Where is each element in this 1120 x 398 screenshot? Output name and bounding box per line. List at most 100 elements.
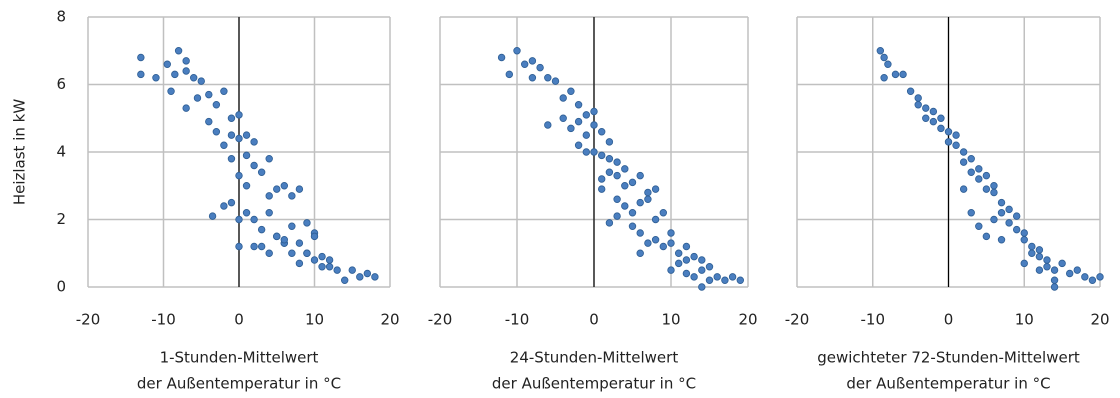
point	[303, 249, 311, 257]
point	[982, 171, 991, 180]
point	[1065, 269, 1074, 278]
point	[698, 283, 706, 291]
x-tick-label: 10	[661, 311, 680, 329]
x-tick-label: -20	[428, 311, 453, 329]
point	[990, 188, 998, 197]
point	[690, 252, 698, 261]
point	[318, 263, 326, 271]
point	[929, 107, 938, 116]
y-tick-label: 8	[56, 8, 66, 26]
point	[1081, 273, 1089, 281]
panel: 0 2 4 6 8 -20 -10 0 10 20 1-Stunden-Mittelwert der …	[11, 8, 400, 393]
point	[636, 249, 644, 257]
point	[497, 53, 506, 62]
x-axis-label: der Außentemperatur in °C	[846, 375, 1050, 393]
point	[736, 276, 744, 284]
point	[721, 276, 729, 284]
point	[975, 222, 983, 230]
point	[667, 239, 675, 247]
point	[682, 242, 691, 251]
point	[227, 155, 236, 163]
point	[605, 138, 614, 146]
point	[1073, 266, 1081, 274]
point	[567, 124, 575, 133]
x-axis-label: 24-Stunden-Mittelwert	[510, 349, 679, 367]
y-tick-label: 4	[56, 143, 66, 161]
point	[713, 273, 721, 281]
point	[265, 155, 273, 163]
point	[952, 141, 960, 149]
point	[513, 47, 521, 55]
point	[208, 212, 217, 220]
point	[163, 60, 171, 68]
point	[174, 47, 183, 55]
point	[227, 131, 236, 139]
point	[303, 219, 311, 227]
x-tick-label: -20	[785, 311, 810, 329]
point	[559, 114, 567, 122]
point	[659, 242, 667, 251]
point	[644, 188, 652, 197]
point	[628, 209, 637, 217]
point	[675, 259, 683, 268]
point	[220, 202, 228, 210]
point	[295, 185, 304, 193]
point	[250, 215, 258, 224]
point	[220, 141, 228, 149]
point	[698, 256, 706, 264]
point	[990, 215, 998, 224]
point	[242, 209, 251, 217]
point	[667, 266, 675, 274]
point	[257, 168, 266, 176]
point	[937, 114, 945, 122]
point	[212, 128, 221, 136]
point	[1028, 249, 1036, 257]
point	[1050, 266, 1059, 274]
point	[967, 209, 975, 217]
point	[1043, 256, 1051, 264]
point	[295, 259, 304, 268]
point	[193, 94, 202, 102]
point	[682, 256, 691, 264]
x-tick-label: 20	[1090, 311, 1109, 329]
point	[922, 114, 930, 122]
point	[257, 242, 266, 251]
point	[505, 70, 513, 79]
point	[250, 138, 258, 146]
point	[235, 171, 243, 180]
point	[1058, 259, 1066, 268]
point	[182, 67, 190, 75]
point	[944, 128, 953, 136]
point	[171, 70, 179, 79]
point	[250, 161, 258, 170]
point	[167, 87, 175, 95]
point	[273, 185, 281, 193]
x-tick-label: 10	[1015, 311, 1034, 329]
point	[621, 182, 629, 190]
point	[288, 192, 296, 200]
point	[310, 256, 319, 264]
x-tick-label: 0	[589, 311, 599, 329]
x-tick-label: -10	[861, 311, 886, 329]
point	[197, 77, 205, 85]
point	[265, 192, 273, 200]
point	[937, 124, 945, 133]
point	[235, 111, 243, 119]
x-tick-label: 10	[305, 311, 324, 329]
point	[544, 121, 552, 129]
point	[690, 273, 698, 281]
point	[975, 165, 983, 173]
point	[288, 222, 296, 230]
point	[182, 104, 190, 112]
point	[295, 239, 304, 247]
point	[371, 273, 379, 281]
point	[521, 60, 529, 68]
point	[227, 198, 236, 207]
point	[528, 74, 537, 82]
x-tick-label: -10	[505, 311, 530, 329]
point	[636, 198, 644, 207]
point	[567, 87, 575, 95]
point	[598, 185, 606, 193]
point	[975, 175, 983, 183]
